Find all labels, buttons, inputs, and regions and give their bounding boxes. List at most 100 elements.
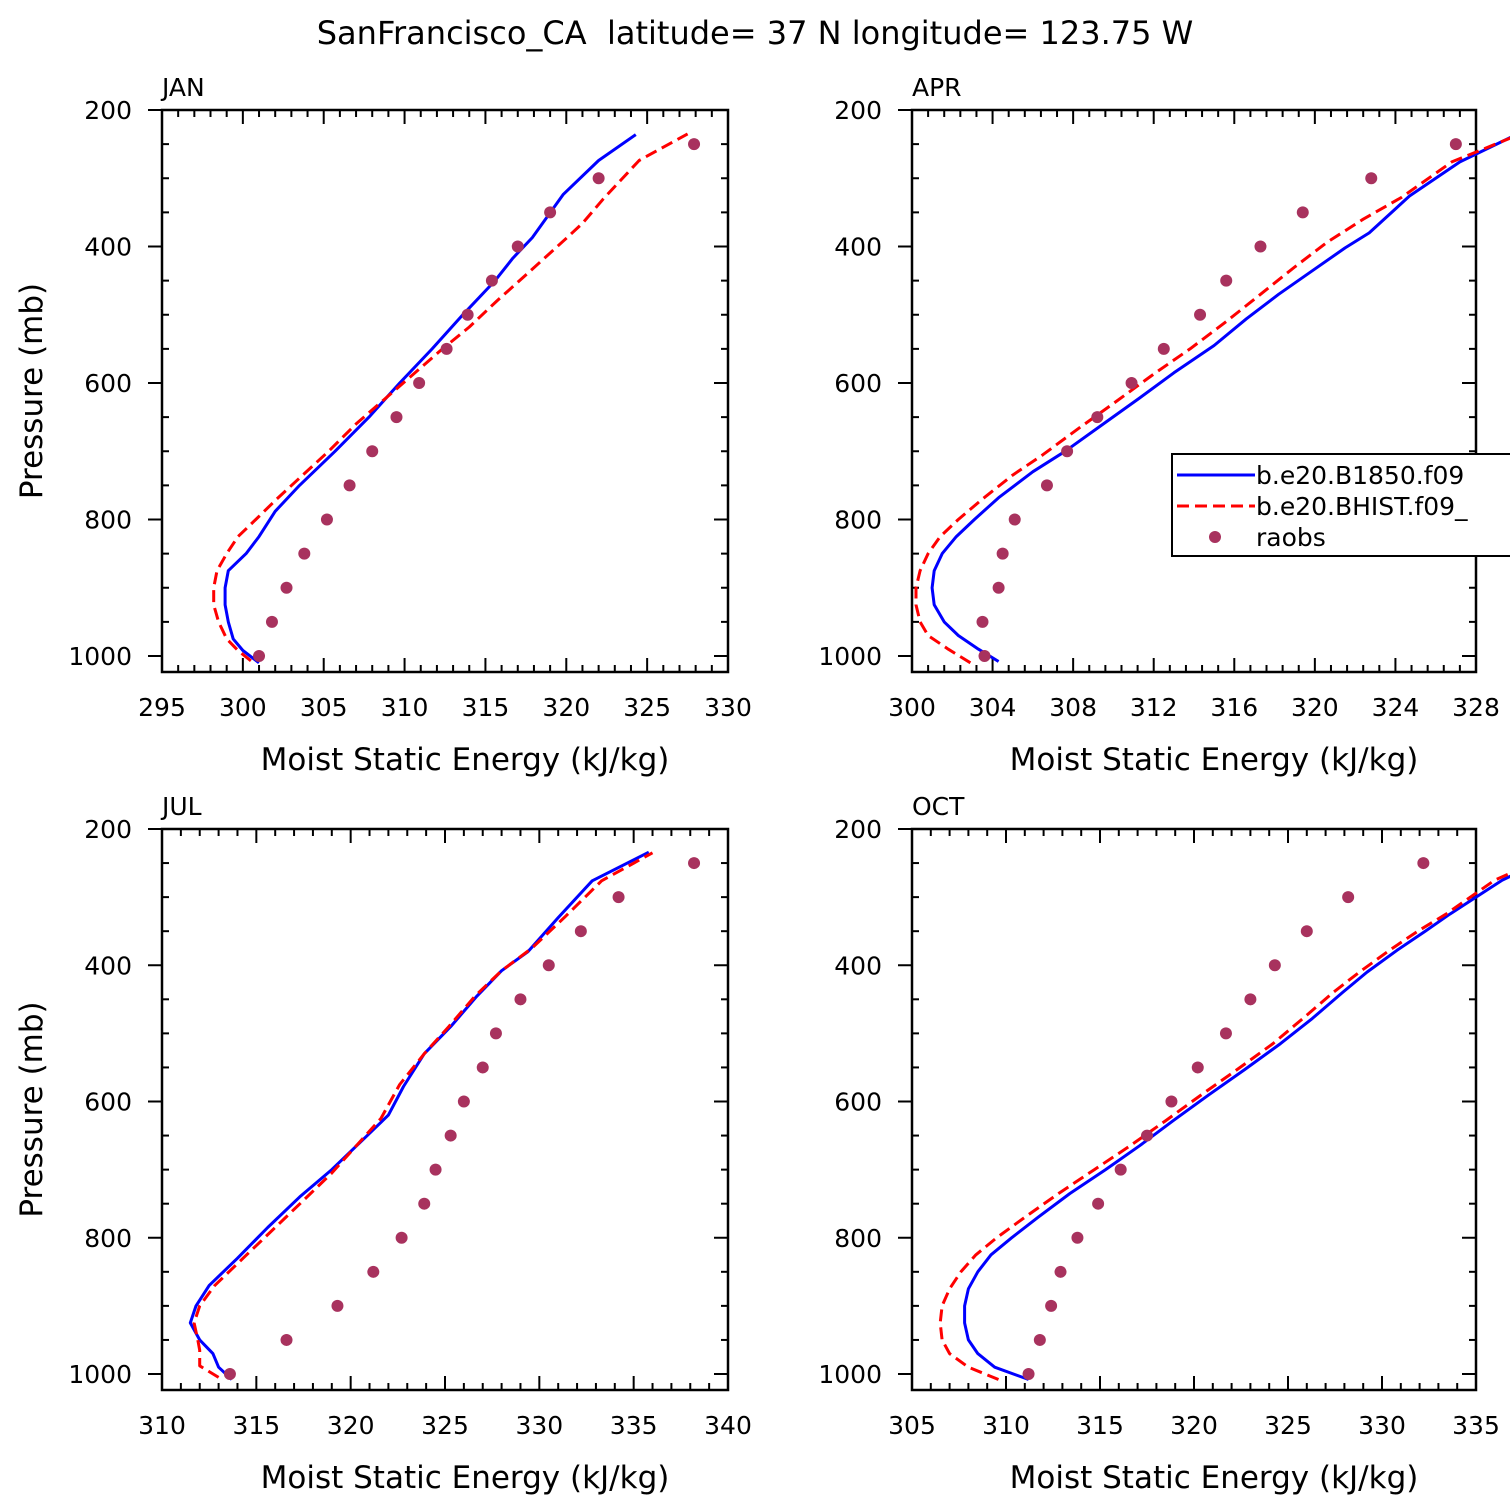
x-tick-label: 320 [1291,693,1339,722]
y-tick-label: 800 [834,1224,882,1253]
raobs-point [1141,1129,1153,1142]
x-tick-label: 310 [381,693,429,722]
x-tick-label: 328 [1452,693,1500,722]
raobs-point [688,138,701,151]
raobs-point [265,615,278,628]
chart-panel-jan: JAN 295 300 305 310 315 320 325 330 200 400 600 800 1… [14,73,752,778]
figure-title: SanFrancisco_CA latitude= 37 N longitude… [317,14,1194,52]
x-tick-label: 315 [462,693,510,722]
x-tick-label: 335 [610,1411,658,1440]
raobs-point [1365,172,1378,185]
x-tick-label: 320 [542,693,590,722]
raobs-point [489,1027,502,1040]
y-tick-label: 600 [834,369,882,398]
raobs-point [253,650,266,662]
panel-title: APR [912,73,962,102]
x-tick-label: 335 [1452,1411,1500,1440]
raobs-point [1268,959,1281,972]
x-axis-label: Moist Static Energy (kJ/kg) [261,742,670,778]
raobs-point [511,240,524,253]
x-tick-label: 300 [219,693,267,722]
raobs-point [1114,1163,1127,1176]
series-raobs-points [253,138,701,662]
legend-label: b.e20.B1850.f09 [1256,461,1464,490]
series-line-b1850 [963,874,1510,1381]
raobs-point [223,1368,236,1380]
raobs-point [574,925,587,938]
raobs-point [1157,342,1170,355]
raobs-point [280,1333,293,1346]
y-axis-label: Pressure (mb) [14,1001,50,1217]
y-tick-label: 1000 [68,1360,132,1389]
raobs-point [1449,138,1462,151]
x-tick-label: 330 [1358,1411,1406,1440]
raobs-point [1033,1333,1046,1346]
y-tick-label: 400 [834,951,882,980]
raobs-point [544,206,557,219]
y-tick-label: 600 [834,1088,882,1117]
y-tick-label: 800 [834,506,882,535]
x-tick-label: 340 [704,1411,752,1440]
y-tick-label: 1000 [818,1360,882,1389]
x-tick-label: 310 [982,1411,1030,1440]
raobs-point [1244,993,1257,1006]
x-tick-label: 325 [623,693,671,722]
x-axis-label: Moist Static Energy (kJ/kg) [261,1460,670,1496]
raobs-point [457,1095,470,1108]
plot-frame [910,108,1478,674]
raobs-point [1194,308,1207,321]
plot-frame [910,827,1478,1392]
raobs-point [1054,1265,1067,1278]
x-tick-label: 324 [1372,693,1420,722]
x-tick-label: 330 [704,693,752,722]
raobs-point [1300,925,1313,938]
raobs-point [1220,274,1233,287]
chart-panel-jul: JUL 310 315 320 325 330 335 340 200 400 600 800 1000… [14,792,752,1496]
raobs-point [542,959,555,972]
raobs-point [1125,377,1138,389]
x-tick-label: 320 [1170,1411,1218,1440]
raobs-point [418,1197,431,1210]
raobs-point [514,993,527,1006]
raobs-point [1296,206,1309,219]
raobs-point [1092,1197,1105,1210]
y-tick-label: 800 [84,506,132,535]
x-tick-label: 325 [421,1411,469,1440]
y-tick-label: 200 [84,96,132,125]
raobs-point [1219,1027,1232,1040]
raobs-point [592,172,605,185]
raobs-point [978,650,991,662]
raobs-point [390,411,403,424]
x-tick-label: 320 [327,1411,375,1440]
raobs-point [298,547,311,560]
raobs-point [280,581,293,594]
panels: JAN 295 300 305 310 315 320 325 330 200 400 600 800 1… [14,73,1510,1496]
series-line-bhist [914,136,1510,665]
x-tick-label: 308 [1049,693,1097,722]
raobs-point [320,513,333,526]
raobs-point [395,1231,408,1244]
x-tick-label: 305 [300,693,348,722]
y-tick-label: 800 [84,1224,132,1253]
x-tick-label: 316 [1210,693,1258,722]
raobs-point [461,308,474,321]
x-tick-label: 315 [1076,1411,1124,1440]
raobs-point [1040,479,1053,492]
y-tick-label: 600 [84,1088,132,1117]
legend-box [1171,453,1510,557]
series-line-b1850 [930,135,1510,663]
series-raobs-points [1022,857,1430,1380]
legend-label: b.e20.BHIST.f09_ [1256,492,1468,521]
raobs-point [331,1299,344,1312]
plot-frame [160,827,730,1392]
raobs-point [476,1061,489,1074]
panel-title: OCT [912,792,965,821]
raobs-point [366,445,379,458]
raobs-point [996,547,1009,560]
raobs-point [343,479,356,492]
raobs-point [612,891,625,904]
x-tick-label: 330 [515,1411,563,1440]
raobs-point [367,1265,380,1278]
